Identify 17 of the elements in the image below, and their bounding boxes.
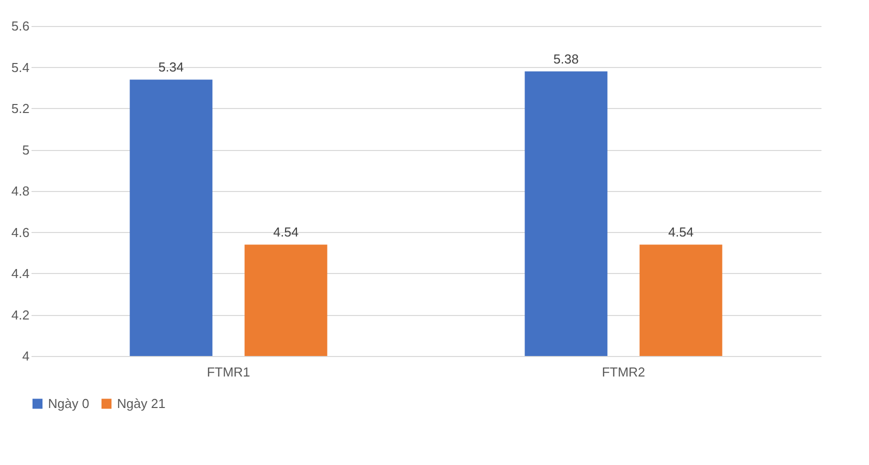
data-label: 4.54 (668, 224, 694, 240)
y-tick-label: 4.2 (11, 307, 30, 322)
y-tick-label: 5 (22, 142, 30, 158)
x-tick-label: FTMR2 (602, 364, 646, 380)
y-tick-label: 4 (22, 348, 30, 364)
y-tick-label: 5.4 (11, 60, 30, 75)
data-label: 4.54 (273, 224, 299, 240)
y-tick-label: 4.6 (11, 224, 30, 240)
legend-label: Ngày 21 (117, 396, 166, 411)
data-label: 5.34 (158, 60, 184, 75)
y-tick-label: 5.6 (11, 18, 30, 34)
y-tick-label: 4.8 (11, 184, 30, 198)
data-label: 5.38 (553, 51, 579, 66)
legend-label: Ngày 0 (48, 396, 90, 411)
y-tick-label: 4.4 (11, 266, 30, 281)
x-tick-label: FTMR1 (206, 364, 250, 380)
y-tick-label: 5.2 (11, 101, 30, 116)
